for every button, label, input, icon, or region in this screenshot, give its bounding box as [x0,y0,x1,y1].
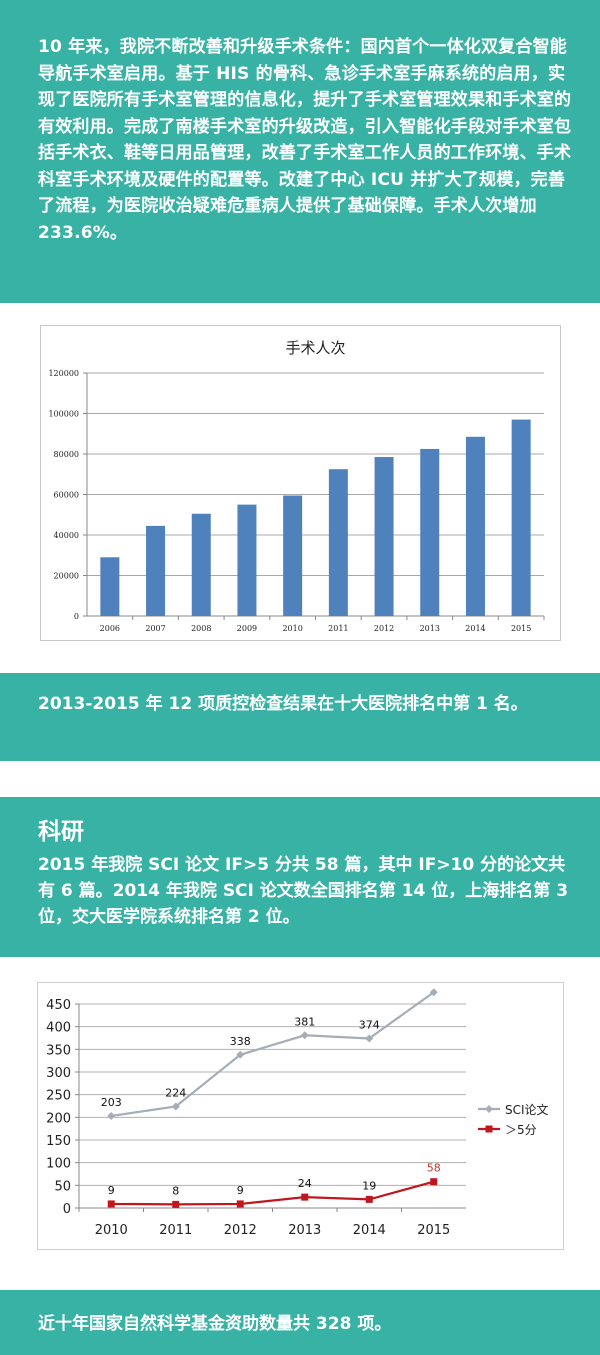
legend-marker [485,1105,493,1113]
bar [100,557,120,616]
data-point [430,1178,438,1186]
bar [465,436,485,616]
data-point [172,1200,180,1208]
legend-label: SCI论文 [505,1102,549,1117]
y-tick-label: 200 [46,1111,71,1126]
data-label: 381 [294,1015,315,1028]
funding-text: 近十年国家自然科学基金资助数量共 328 项。 [38,1314,392,1334]
data-point [236,1050,245,1059]
data-label: 224 [165,1086,186,1099]
quality-text: 2013-2015 年 12 项质控检查结果在十大医院排名中第 1 名。 [38,694,528,714]
data-point [301,1193,309,1201]
chart-title: 手术人次 [285,339,345,357]
data-label: 203 [101,1096,122,1109]
funding-band: 近十年国家自然科学基金资助数量共 328 项。 [0,1290,600,1355]
intro-text: 10 年来，我院不断改善和升级手术条件：国内首个一体化双复合智能导航手术室启用。… [38,37,572,243]
bar [146,525,166,616]
surgery-count-chart: 手术人次 0 20000 40000 60000 80000 100000 120000 200… [40,325,561,641]
bar [511,419,531,616]
data-point [107,1111,116,1120]
data-label: 19 [362,1179,376,1192]
bar [191,513,211,616]
x-tick-label: 2012 [224,1223,257,1238]
x-tick-label: 2014 [353,1223,386,1238]
data-label: 24 [298,1177,312,1190]
quality-band: 2013-2015 年 12 项质控检查结果在十大医院排名中第 1 名。 [0,673,600,761]
y-tick-label: 50 [54,1179,71,1194]
y-tick-label: 0 [74,612,79,621]
surgery-count-chart-svg: 手术人次 0 20000 40000 60000 80000 100000 120000 200… [48,339,545,633]
data-point [429,988,438,997]
y-tick-label: 300 [46,1066,71,1081]
x-tick-label: 2013 [288,1223,321,1238]
bar [374,457,394,616]
x-tick-label: 2010 [95,1223,128,1238]
bar [237,504,257,616]
y-tick-label: 250 [46,1089,71,1104]
x-tick-label: 2014 [465,624,485,633]
bar [420,448,440,616]
research-heading: 科研 [38,819,84,845]
y-tick-label: 150 [46,1134,71,1149]
data-label: 58 [427,1162,441,1175]
data-point [365,1195,373,1203]
data-point [171,1102,180,1111]
x-tick-label: 2010 [282,624,302,633]
data-label: 374 [359,1018,380,1031]
y-tick-label: 450 [46,998,71,1013]
research-band: 科研 2015 年我院 SCI 论文 IF>5 分共 58 篇，其中 IF>10… [0,797,600,957]
x-tick-label: 2009 [237,624,257,633]
y-tick-label: 60000 [54,491,79,500]
y-tick-label: 20000 [54,572,79,581]
y-tick-label: 40000 [54,531,79,540]
data-label: 338 [230,1035,251,1048]
y-tick-label: 100000 [48,410,79,419]
intro-band: 10 年来，我院不断改善和升级手术条件：国内首个一体化双复合智能导航手术室启用。… [0,0,600,303]
y-tick-label: 400 [46,1021,71,1036]
legend-label: ＞5分 [505,1123,537,1137]
x-tick-label: 2012 [374,624,394,633]
data-point [107,1200,115,1208]
data-point [300,1031,309,1040]
data-point [365,1034,374,1043]
bar [328,469,348,616]
x-tick-label: 2013 [420,624,440,633]
data-point [236,1200,244,1208]
x-tick-label: 2008 [191,624,211,633]
x-tick-label: 2015 [417,1223,450,1238]
data-label: 9 [108,1184,115,1197]
data-label: 8 [172,1184,179,1197]
sci-papers-chart-svg: 0 50 100 150 200 250 300 350 400 450 2010 2011 2012 2… [46,972,549,1238]
x-tick-label: 2015 [511,624,531,633]
y-tick-label: 80000 [54,450,79,459]
y-tick-label: 100 [46,1157,71,1172]
legend-marker [485,1125,493,1133]
x-tick-label: 2011 [159,1223,192,1238]
sci-papers-chart: 0 50 100 150 200 250 300 350 400 450 2010 2011 2012 2… [37,972,564,1250]
y-tick-label: 0 [63,1202,71,1217]
series-line [111,991,435,1118]
series-line [111,1180,435,1206]
y-tick-label: 120000 [48,369,79,378]
x-tick-label: 2006 [100,624,120,633]
data-label: 9 [237,1184,244,1197]
research-text: 2015 年我院 SCI 论文 IF>5 分共 58 篇，其中 IF>10 分的… [38,855,569,927]
bar [283,495,303,616]
x-tick-label: 2007 [145,624,165,633]
data-label: 476 [423,983,444,985]
x-tick-label: 2011 [328,624,348,633]
y-tick-label: 350 [46,1043,71,1058]
